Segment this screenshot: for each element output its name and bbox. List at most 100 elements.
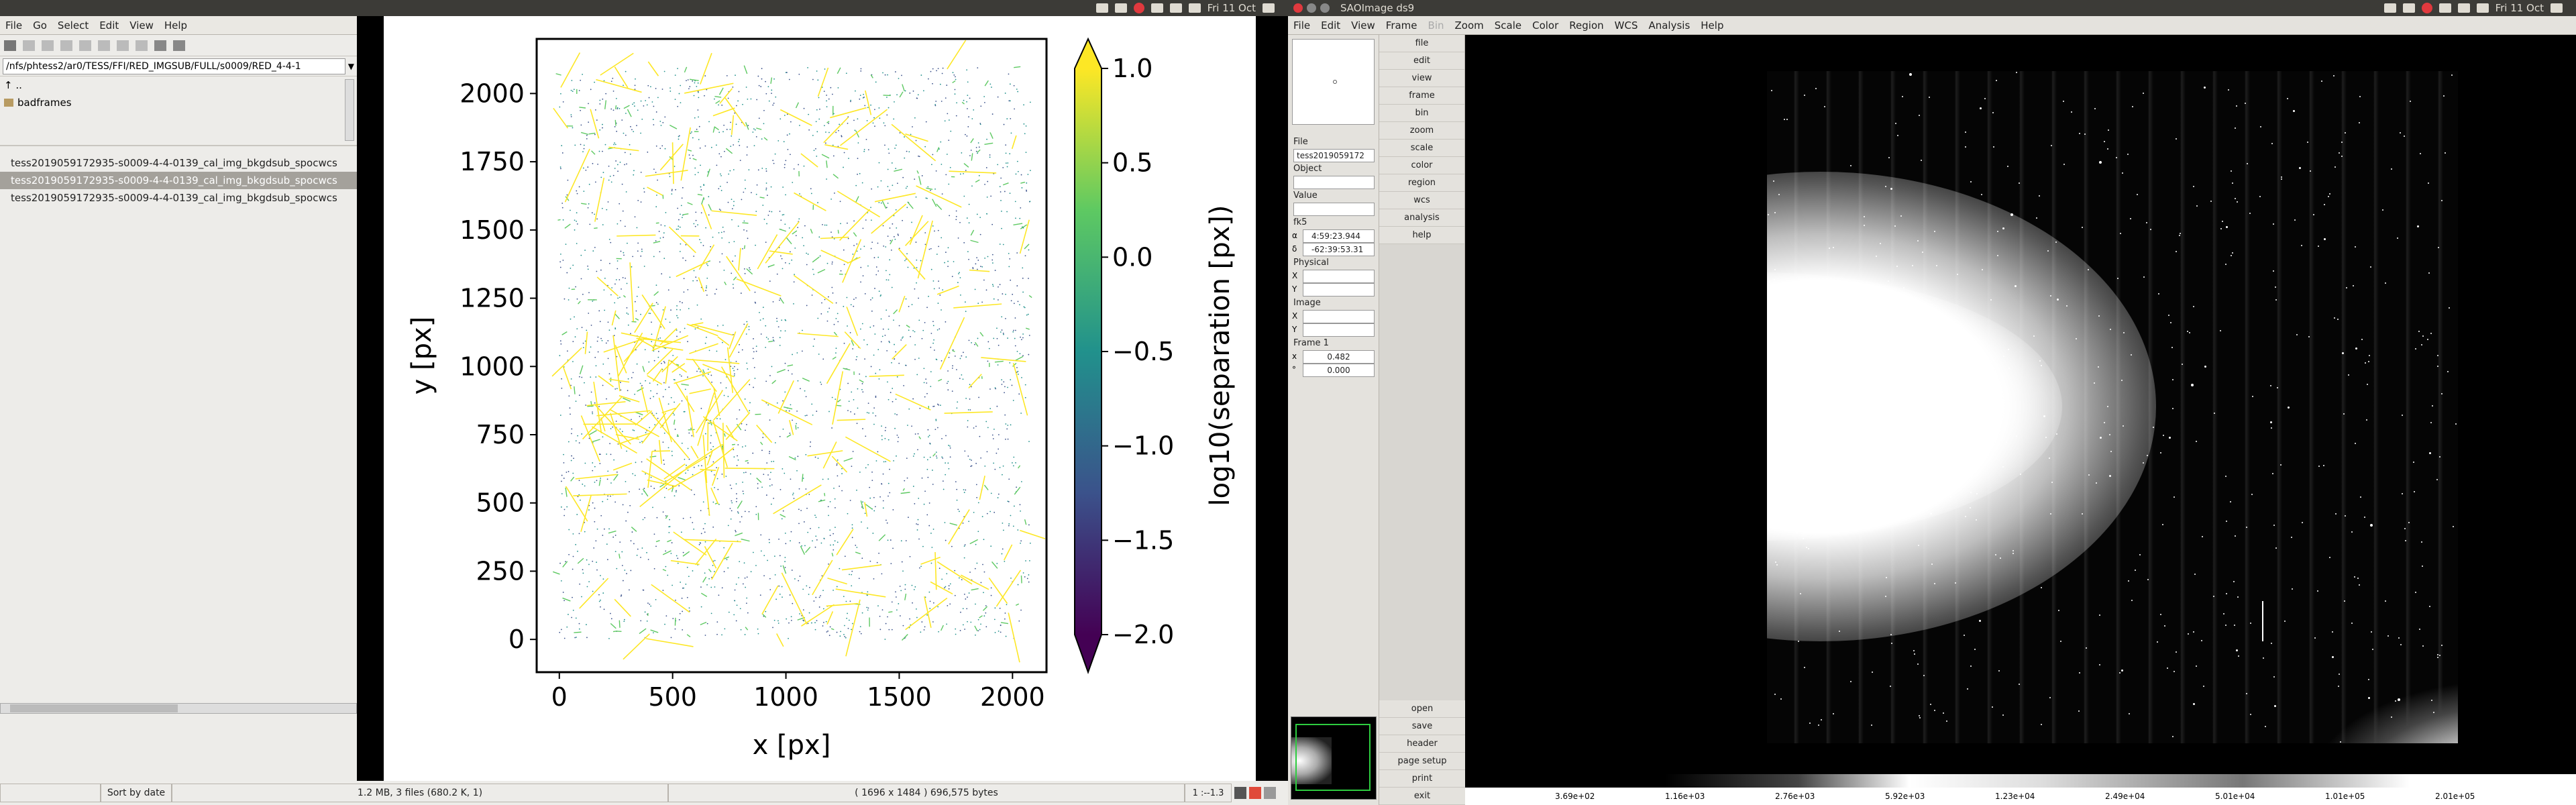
up-icon[interactable]	[60, 40, 72, 51]
ds9-menu-zoom[interactable]: Zoom	[1454, 19, 1484, 32]
short-vector	[900, 615, 901, 616]
panner[interactable]	[1291, 716, 1377, 800]
dropbox-icon[interactable]	[1095, 3, 1108, 13]
volume-icon[interactable]	[1188, 3, 1201, 13]
btn-region[interactable]: region	[1379, 174, 1464, 192]
wifi-icon[interactable]	[2457, 3, 2470, 13]
settings-gear-icon[interactable]	[1263, 3, 1275, 13]
pen-icon[interactable]	[1234, 787, 1246, 799]
btn-scale[interactable]: scale	[1379, 140, 1464, 157]
settings-gear-icon[interactable]	[2551, 3, 2563, 13]
menu-edit[interactable]: Edit	[99, 19, 119, 32]
btn-zoom[interactable]: zoom	[1379, 122, 1464, 140]
menu-help[interactable]: Help	[164, 19, 188, 32]
ds9-menu-help[interactable]: Help	[1701, 19, 1724, 32]
list-view-icon[interactable]	[4, 40, 16, 51]
short-vector	[847, 410, 849, 411]
path-input[interactable]: /nfs/phtess2/ar0/TESS/FFI/RED_IMGSUB/FUL…	[3, 58, 345, 74]
forward-icon[interactable]	[42, 40, 54, 51]
file-list-hscrollbar[interactable]	[0, 703, 357, 714]
btn-help[interactable]: help	[1379, 227, 1464, 244]
image-icon[interactable]	[1249, 787, 1261, 799]
ds9-menu-wcs[interactable]: WCS	[1614, 19, 1638, 32]
clock[interactable]: Fri 11 Oct	[1207, 2, 1256, 14]
ds9-menu-color[interactable]: Color	[1532, 19, 1559, 32]
clock[interactable]: Fri 11 Oct	[2495, 2, 2544, 14]
bluetooth-icon[interactable]	[1114, 3, 1127, 13]
menu-go[interactable]: Go	[33, 19, 47, 32]
tree-parent[interactable]: ↑ ..	[4, 79, 22, 91]
reload-icon[interactable]	[79, 40, 91, 51]
btn-file[interactable]: file	[1379, 35, 1464, 52]
short-vector	[898, 325, 900, 327]
btn-color[interactable]: color	[1379, 157, 1464, 174]
warning-icon[interactable]	[1264, 787, 1276, 799]
ds9-menu-view[interactable]: View	[1351, 19, 1375, 32]
wifi-icon[interactable]	[1169, 3, 1182, 13]
short-vector	[794, 274, 795, 276]
bluetooth-icon[interactable]	[2402, 3, 2415, 13]
short-vector	[790, 540, 791, 542]
maximize-window-icon[interactable]	[1320, 3, 1330, 13]
panner-view-box[interactable]	[1295, 724, 1371, 791]
fits-image[interactable]	[1767, 71, 2458, 743]
back-icon[interactable]	[23, 40, 35, 51]
btn-frame[interactable]: frame	[1379, 87, 1464, 105]
ds9-menu-scale[interactable]: Scale	[1494, 19, 1522, 32]
path-dropdown-icon[interactable]: ▼	[347, 61, 354, 71]
short-vector	[1007, 500, 1009, 502]
file-item[interactable]: tess2019059172935-s0009-4-4-0139_cal_img…	[11, 157, 337, 169]
long-vector	[817, 67, 829, 97]
menu-file[interactable]: File	[5, 19, 23, 32]
dropbox-icon[interactable]	[2383, 3, 2396, 13]
menu-select[interactable]: Select	[57, 19, 89, 32]
close-window-icon[interactable]	[1293, 3, 1303, 13]
ds9-menu-file[interactable]: File	[1293, 19, 1311, 32]
copy-icon[interactable]	[136, 40, 148, 51]
properties-icon[interactable]	[154, 40, 166, 51]
menu-view[interactable]: View	[129, 19, 154, 32]
tree-scrollbar[interactable]	[345, 79, 354, 141]
ds9-menu-region[interactable]: Region	[1569, 19, 1604, 32]
filter-icon[interactable]	[173, 40, 185, 51]
short-vector	[759, 311, 760, 313]
hscroll-thumb[interactable]	[10, 704, 178, 712]
btn-analysis[interactable]: analysis	[1379, 209, 1464, 227]
minimize-window-icon[interactable]	[1307, 3, 1316, 13]
btn-bin[interactable]: bin	[1379, 105, 1464, 122]
short-vector	[663, 382, 665, 384]
keyboard-icon[interactable]	[1150, 3, 1163, 13]
btn-edit[interactable]: edit	[1379, 52, 1464, 70]
btn-save[interactable]: save	[1379, 718, 1465, 735]
sort-button[interactable]: Sort by date	[101, 784, 172, 802]
btn-print[interactable]: print	[1379, 770, 1465, 788]
keyboard-icon[interactable]	[2438, 3, 2451, 13]
btn-header[interactable]: header	[1379, 735, 1465, 753]
btn-page-setup[interactable]: page setup	[1379, 753, 1465, 770]
ds9-colorbar[interactable]	[1465, 774, 2576, 788]
short-vector	[635, 78, 636, 80]
btn-open[interactable]: open	[1379, 700, 1465, 718]
short-vector	[650, 605, 652, 607]
notification-icon[interactable]	[2421, 3, 2432, 13]
ds9-menu-bin[interactable]: Bin	[1428, 19, 1444, 32]
ds9-image-canvas[interactable]	[1465, 35, 2576, 774]
zoom-level[interactable]: 1 :--1.3	[1185, 784, 1232, 802]
tree-folder-badframes[interactable]: badframes	[0, 94, 357, 111]
file-item[interactable]: tess2019059172935-s0009-4-4-0139_cal_img…	[11, 192, 337, 204]
ds9-menu-frame[interactable]: Frame	[1385, 19, 1417, 32]
home-icon[interactable]	[98, 40, 110, 51]
new-folder-icon[interactable]	[117, 40, 129, 51]
ds9-menu-edit[interactable]: Edit	[1321, 19, 1341, 32]
ds9-menu-analysis[interactable]: Analysis	[1648, 19, 1690, 32]
notification-icon[interactable]	[1133, 3, 1144, 13]
long-vector	[820, 250, 849, 264]
file-item-selected[interactable]: tess2019059172935-s0009-4-4-0139_cal_img…	[0, 172, 357, 189]
short-vector	[1008, 523, 1010, 525]
btn-view[interactable]: view	[1379, 70, 1464, 87]
short-vector	[698, 116, 699, 118]
short-vector	[831, 236, 833, 238]
volume-icon[interactable]	[2476, 3, 2489, 13]
btn-wcs[interactable]: wcs	[1379, 192, 1464, 209]
btn-exit[interactable]: exit	[1379, 788, 1465, 805]
